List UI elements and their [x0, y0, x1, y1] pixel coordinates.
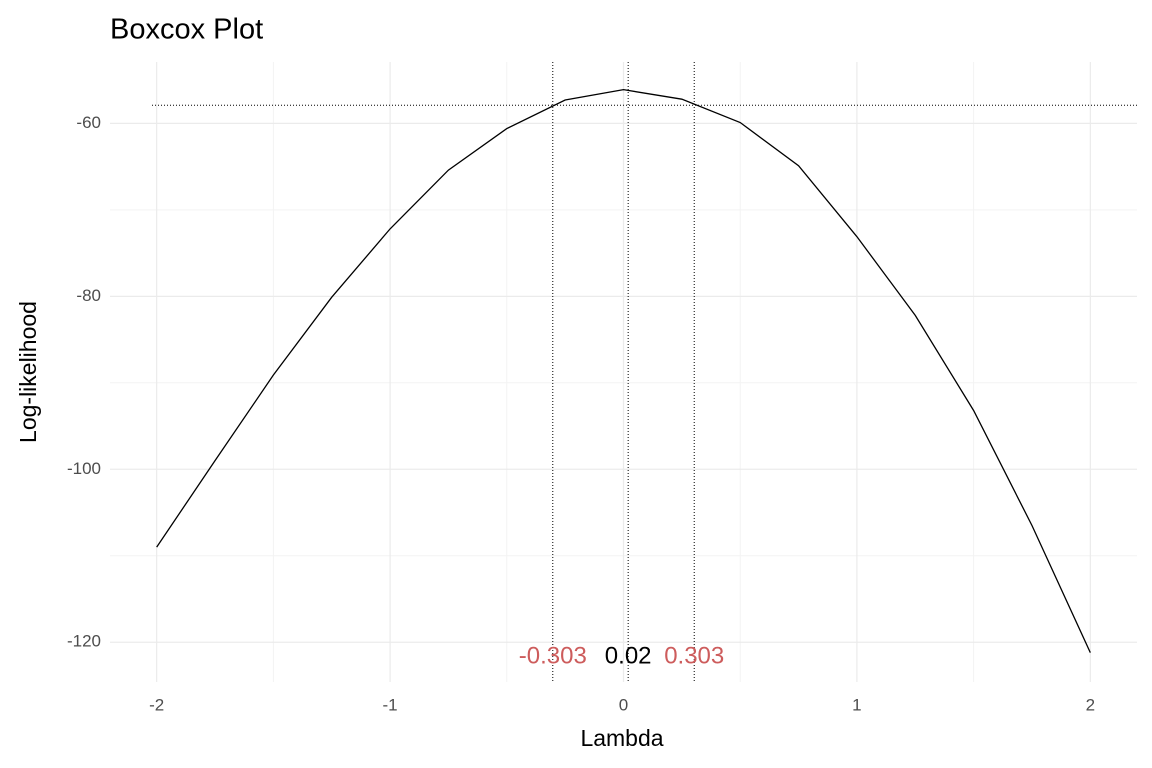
x-tick-label: 2: [1086, 695, 1095, 714]
lambda-label: 0.02: [605, 642, 652, 669]
y-tick-label: -80: [76, 286, 101, 305]
curve: [156, 89, 1091, 653]
x-tick-label: -2: [149, 695, 164, 714]
lambda-label: -0.303: [519, 642, 587, 669]
x-tick-label: 1: [852, 695, 861, 714]
chart-title: Boxcox Plot: [110, 14, 263, 46]
lambda-label: 0.303: [664, 642, 724, 669]
x-tick-label: 0: [619, 695, 628, 714]
x-tick-label: -1: [383, 695, 398, 714]
y-tick-label: -120: [67, 632, 101, 651]
x-axis-title: Lambda: [580, 725, 663, 751]
y-axis-title: Log-likelihood: [15, 301, 41, 443]
y-tick-label: -60: [76, 113, 101, 132]
y-tick-label: -100: [67, 459, 101, 478]
